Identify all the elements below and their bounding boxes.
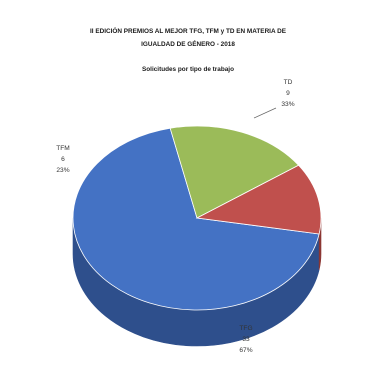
- chart-title-line-2: IGUALDAD DE GÉNERO - 2018: [141, 39, 235, 48]
- chart-subtitle: Solicitudes por tipo de trabajo: [142, 66, 234, 73]
- data-label-tfg-category: TFG: [239, 325, 252, 332]
- pie-slices: [72, 125, 322, 347]
- pie-slice-tfg: [72, 127, 320, 311]
- data-labels: TFG 33 67% TD 9 33% TFM 6 23%: [56, 79, 295, 354]
- data-label-tfg-percent: 67%: [239, 347, 252, 354]
- data-label-tfm-category: TFM: [56, 145, 70, 152]
- pie-slice-tfm: [195, 164, 322, 235]
- leader-line-td: [253, 107, 277, 119]
- data-label-td-value: 9: [286, 90, 290, 97]
- data-label-td-percent: 33%: [281, 101, 294, 108]
- data-label-td-category: TD: [284, 79, 293, 86]
- data-label-tfm-value: 6: [61, 156, 65, 163]
- pie-slice-td: [169, 125, 300, 219]
- chart-title-line-1: II EDICIÓN PREMIOS AL MEJOR TFG, TFM y T…: [90, 26, 287, 35]
- data-label-tfg-value: 33: [242, 336, 250, 343]
- data-label-tfm-percent: 23%: [56, 167, 69, 174]
